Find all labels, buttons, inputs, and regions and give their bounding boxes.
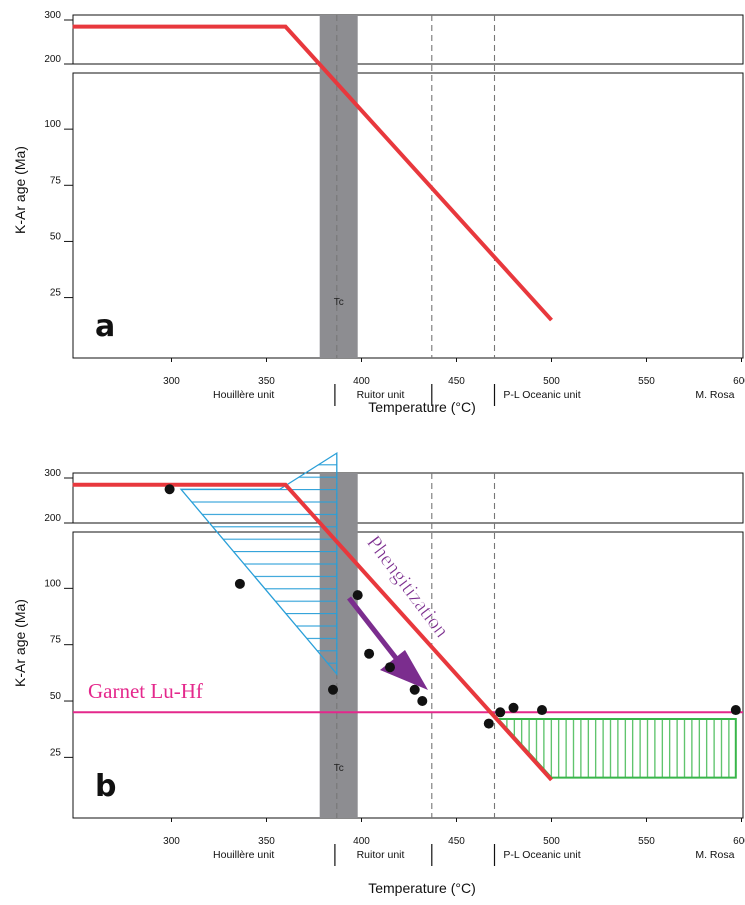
tc-label-a: Tc — [334, 297, 344, 308]
y-tick-label-a-200: 200 — [44, 54, 61, 65]
unit-label-a-3: M. Rosa — [695, 389, 734, 401]
data-point-0 — [164, 484, 175, 495]
data-point-12 — [730, 705, 741, 716]
x-tick-label-a-400: 400 — [353, 376, 370, 387]
unit-label-b-0: Houillère unit — [213, 849, 274, 861]
data-point-3 — [364, 648, 375, 659]
x-tick-label-b-500: 500 — [543, 836, 560, 847]
y-tick-label-a-300: 300 — [44, 10, 61, 21]
data-point-11 — [537, 705, 547, 716]
unit-label-a-2: P-L Oceanic unit — [503, 389, 580, 401]
x-axis-title-b: Temperature (°C) — [368, 880, 476, 896]
frame-lower-a — [72, 72, 744, 359]
x-tick-label-a-300: 300 — [163, 376, 180, 387]
frame-upper-a — [72, 14, 744, 65]
y-tick-label-a-25: 25 — [50, 288, 62, 299]
data-point-10 — [508, 702, 519, 713]
x-tick-label-a-500: 500 — [543, 376, 560, 387]
x-tick-label-b-350: 350 — [258, 836, 275, 847]
y-tick-label-b-100: 100 — [44, 578, 61, 589]
data-point-9 — [495, 707, 506, 718]
panel-label-a: a — [95, 309, 115, 344]
panel-label-b: b — [95, 769, 116, 804]
x-tick-label-a-550: 550 — [638, 376, 655, 387]
y-tick-label-b-300: 300 — [44, 468, 61, 479]
y-tick-label-a-75: 75 — [50, 175, 62, 186]
unit-label-b-1: Ruitor unit — [357, 849, 405, 861]
data-point-5 — [328, 684, 338, 695]
x-tick-label-b-600: 600 — [733, 836, 745, 847]
blue-hatch-wedge — [179, 451, 338, 676]
data-point-8 — [483, 718, 494, 729]
y-axis-title-a: K-Ar age (Ma) — [12, 146, 28, 234]
y-tick-label-b-200: 200 — [44, 513, 61, 524]
red-line-b — [72, 482, 553, 782]
frame-upper-b — [72, 472, 744, 524]
frame-lower-b — [72, 531, 744, 819]
x-axis-title-a: Temperature (°C) — [368, 399, 476, 415]
unit-label-a-1: Ruitor unit — [357, 389, 405, 401]
unit-label-a-0: Houillère unit — [213, 389, 274, 401]
y-tick-label-b-75: 75 — [50, 635, 62, 646]
data-point-7 — [417, 696, 428, 707]
y-tick-label-a-50: 50 — [50, 231, 62, 242]
tc-label-b: Tc — [334, 763, 344, 774]
data-point-1 — [234, 578, 245, 589]
unit-label-b-3: M. Rosa — [695, 849, 734, 861]
x-tick-label-a-350: 350 — [258, 376, 275, 387]
green-hatch-box — [496, 718, 737, 779]
x-tick-label-b-400: 400 — [353, 836, 370, 847]
y-tick-label-b-25: 25 — [50, 747, 62, 758]
phengitization-arrow-head — [380, 650, 428, 690]
y-tick-label-a-100: 100 — [44, 119, 61, 130]
data-point-4 — [385, 662, 395, 673]
unit-label-b-2: P-L Oceanic unit — [503, 849, 580, 861]
red-line-a — [72, 24, 553, 322]
x-tick-label-a-450: 450 — [448, 376, 465, 387]
x-tick-label-a-600: 600 — [733, 376, 745, 387]
data-point-6 — [409, 684, 420, 695]
x-tick-label-b-300: 300 — [163, 836, 180, 847]
x-tick-label-b-450: 450 — [448, 836, 465, 847]
data-point-2 — [352, 590, 363, 601]
garnet-lu-hf-label: Garnet Lu-Hf — [88, 679, 203, 703]
y-tick-label-b-50: 50 — [50, 691, 62, 702]
x-tick-label-b-550: 550 — [638, 836, 655, 847]
y-axis-title-b: K-Ar age (Ma) — [12, 599, 28, 687]
